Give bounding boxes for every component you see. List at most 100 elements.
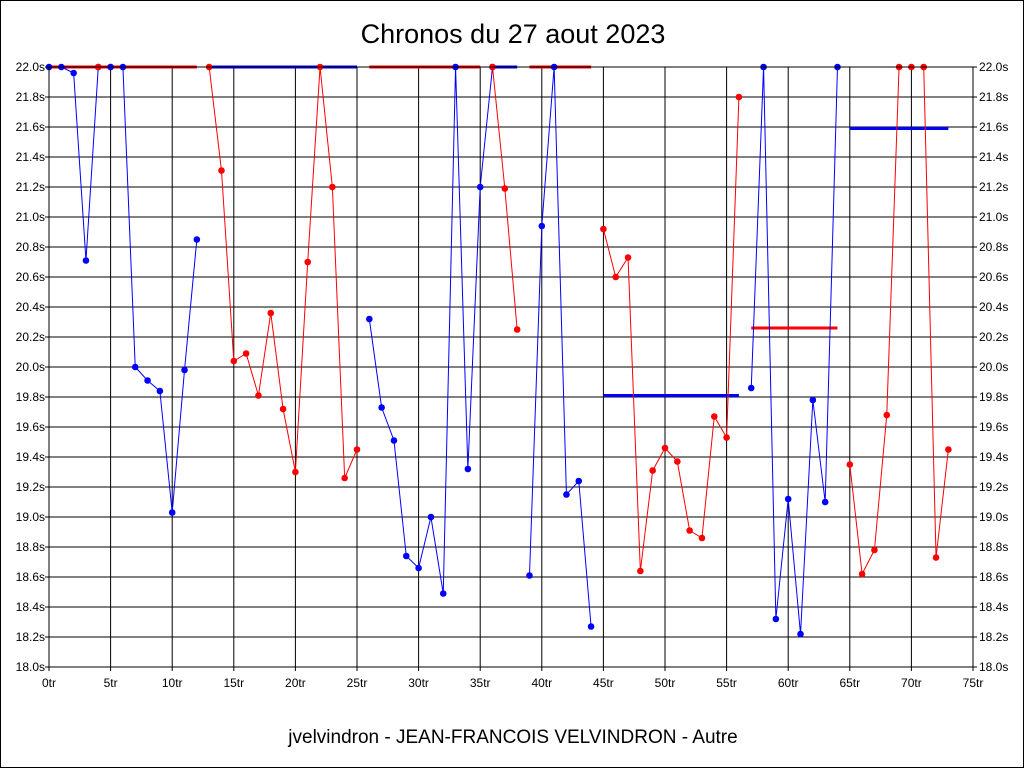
data-point bbox=[304, 258, 312, 266]
data-point bbox=[649, 467, 656, 474]
x-tick-label: 40tr bbox=[531, 676, 552, 690]
y-tick-label-left: 21.6s bbox=[16, 120, 45, 134]
series-lines bbox=[49, 66, 949, 635]
reference-lines bbox=[49, 65, 949, 397]
y-tick-label-right: 20.0s bbox=[979, 360, 1008, 374]
x-axis-ticks: 0tr 5tr 10tr 15tr 20tr 25tr 30tr 35tr 40tr 45tr 50… bbox=[42, 667, 983, 690]
y-tick-label-left: 19.6s bbox=[16, 420, 45, 434]
y-tick-label-left: 22.0s bbox=[16, 60, 45, 74]
y-tick-label-left: 20.2s bbox=[16, 330, 45, 344]
chart-title: Chronos du 27 aout 2023 bbox=[361, 19, 666, 49]
x-tick-label: 65tr bbox=[839, 676, 860, 690]
data-point bbox=[809, 396, 817, 404]
series-points bbox=[45, 63, 952, 638]
y-tick-label-right: 21.0s bbox=[979, 210, 1008, 224]
series-line bbox=[492, 66, 518, 330]
y-tick-label-right: 20.2s bbox=[979, 330, 1008, 344]
data-point bbox=[329, 183, 336, 191]
y-tick-label-left: 18.0s bbox=[16, 660, 45, 674]
y-tick-label-right: 22.0s bbox=[979, 60, 1008, 74]
x-tick-label: 70tr bbox=[901, 676, 922, 690]
data-point bbox=[784, 495, 792, 503]
data-point bbox=[255, 392, 262, 399]
y-tick-label-right: 20.8s bbox=[979, 240, 1008, 254]
data-point bbox=[427, 513, 435, 521]
data-point bbox=[292, 468, 299, 476]
y-axis-right-ticks: 18.0s 18.2s 18.4s 18.6s 18.8s 19.0s 19.2s 19.4s… bbox=[973, 60, 1008, 674]
y-tick-label-right: 19.2s bbox=[979, 480, 1008, 494]
y-tick-label-left: 21.2s bbox=[16, 180, 45, 194]
y-tick-label-left: 19.8s bbox=[16, 390, 45, 404]
x-tick-label: 5tr bbox=[104, 676, 118, 690]
data-point bbox=[637, 567, 644, 575]
y-tick-label-left: 21.4s bbox=[16, 150, 45, 164]
y-tick-label-left: 21.8s bbox=[16, 90, 45, 104]
y-tick-label-right: 21.8s bbox=[979, 90, 1008, 104]
data-point bbox=[612, 273, 620, 281]
y-tick-label-left: 20.0s bbox=[16, 360, 45, 374]
x-tick-label: 25tr bbox=[347, 676, 368, 690]
data-point bbox=[230, 357, 238, 365]
data-point bbox=[279, 405, 287, 413]
data-point bbox=[82, 257, 90, 264]
series-line bbox=[849, 66, 949, 576]
y-tick-label-right: 18.6s bbox=[979, 570, 1008, 584]
x-tick-label: 15tr bbox=[223, 676, 244, 690]
data-point bbox=[168, 509, 176, 516]
y-axis-left-ticks: 18.0s 18.2s 18.4s 18.6s 18.8s 19.0s 19.2s 19.4s… bbox=[16, 60, 49, 674]
chart-footer: jvelvindron - JEAN-FRANCOIS VELVINDRON -… bbox=[287, 727, 737, 748]
data-point bbox=[624, 254, 632, 261]
x-tick-label: 75tr bbox=[963, 676, 984, 690]
data-point bbox=[772, 615, 780, 623]
y-tick-label-left: 20.6s bbox=[16, 270, 45, 284]
data-point bbox=[846, 461, 854, 468]
data-point bbox=[476, 183, 484, 191]
data-point bbox=[353, 446, 361, 453]
data-point bbox=[131, 363, 139, 371]
series-line bbox=[528, 66, 592, 627]
data-point bbox=[747, 384, 755, 392]
x-tick-label: 35tr bbox=[470, 676, 491, 690]
y-tick-label-right: 18.8s bbox=[979, 540, 1008, 554]
x-tick-label: 55tr bbox=[716, 676, 737, 690]
data-point bbox=[661, 444, 669, 452]
data-point bbox=[563, 491, 570, 498]
data-point bbox=[526, 572, 533, 579]
data-point bbox=[538, 222, 546, 230]
data-point bbox=[674, 458, 681, 465]
data-point bbox=[464, 465, 472, 473]
y-tick-label-right: 19.8s bbox=[979, 390, 1008, 404]
data-point bbox=[883, 411, 891, 419]
data-point bbox=[415, 564, 422, 572]
y-tick-label-left: 18.2s bbox=[16, 630, 45, 644]
data-point bbox=[156, 387, 164, 395]
data-point bbox=[144, 377, 151, 384]
data-point bbox=[710, 413, 718, 420]
data-point bbox=[821, 498, 829, 506]
data-point bbox=[70, 69, 77, 77]
series-line bbox=[750, 66, 838, 635]
y-tick-label-left: 19.4s bbox=[16, 450, 45, 464]
series-line bbox=[208, 66, 358, 479]
data-point bbox=[932, 554, 940, 561]
data-point bbox=[797, 630, 804, 638]
x-tick-label: 60tr bbox=[778, 676, 799, 690]
x-tick-label: 30tr bbox=[408, 676, 429, 690]
y-tick-label-right: 20.6s bbox=[979, 270, 1008, 284]
x-tick-label: 10tr bbox=[162, 676, 183, 690]
y-tick-label-left: 18.8s bbox=[16, 540, 45, 554]
y-tick-label-right: 20.4s bbox=[979, 300, 1008, 314]
series-line bbox=[110, 66, 198, 513]
data-point bbox=[193, 236, 201, 243]
data-point bbox=[735, 93, 743, 101]
y-tick-label-left: 21.0s bbox=[16, 210, 45, 224]
y-tick-label-right: 21.4s bbox=[979, 150, 1008, 164]
data-point bbox=[858, 570, 866, 578]
y-tick-label-right: 18.4s bbox=[979, 600, 1008, 614]
x-tick-label: 50tr bbox=[655, 676, 676, 690]
data-point bbox=[587, 623, 595, 630]
series-line bbox=[49, 66, 99, 261]
y-tick-label-right: 19.4s bbox=[979, 450, 1008, 464]
grid bbox=[48, 66, 974, 668]
